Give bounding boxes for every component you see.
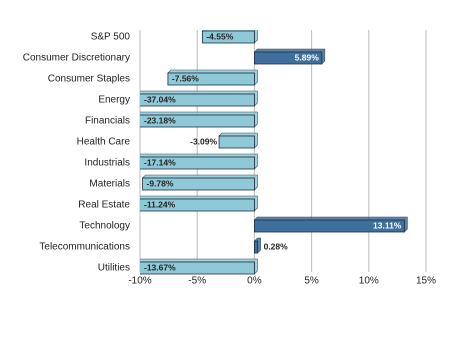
category-label: Real Estate (78, 200, 130, 211)
bar (140, 93, 255, 107)
bar (253, 219, 405, 233)
category-label: Energy (98, 95, 130, 106)
category-label: Health Care (77, 137, 131, 148)
category-label: Consumer Discretionary (23, 53, 130, 64)
bar (253, 240, 259, 254)
category-label: Utilities (98, 263, 130, 274)
bar (253, 51, 323, 65)
bar (140, 261, 255, 275)
value-label: -4.55% (206, 31, 233, 41)
value-label: -23.18% (144, 115, 176, 125)
category-label: Materials (89, 179, 130, 190)
category-label: S&P 500 (91, 32, 131, 43)
category-label: Industrials (84, 158, 130, 169)
category-label: Consumer Staples (48, 74, 130, 85)
bar (201, 30, 255, 44)
value-label: -37.04% (144, 94, 176, 104)
x-tick-label: 10% (359, 276, 379, 287)
value-label: -7.56% (172, 73, 199, 83)
labels: -10% -5% 0% 5% 10% 15% S&P 500 -4.55% Consumer D… (23, 31, 436, 286)
bar (218, 135, 255, 149)
bar (142, 177, 255, 191)
category-label: Technology (79, 221, 130, 232)
value-label: -17.14% (144, 157, 176, 167)
value-label: -11.24% (144, 199, 176, 209)
bars (140, 30, 408, 275)
value-label: 0.28% (264, 241, 289, 251)
category-label: Financials (85, 116, 130, 127)
value-label: 13.11% (373, 220, 402, 230)
x-tick-label: -10% (128, 276, 151, 287)
x-tick-label: -5% (188, 276, 206, 287)
x-tick-label: 0% (247, 276, 262, 287)
grid (139, 30, 427, 272)
value-label: -9.78% (147, 178, 174, 188)
bar (140, 198, 255, 212)
bar (167, 72, 255, 86)
value-label: -13.67% (144, 262, 176, 272)
bar (140, 114, 255, 128)
x-tick-label: 15% (416, 276, 436, 287)
value-label: -3.09% (190, 136, 217, 146)
category-label: Telecommunications (39, 242, 130, 253)
value-label: 5.89% (295, 52, 320, 62)
bar (140, 156, 255, 170)
x-tick-label: 5% (304, 276, 319, 287)
